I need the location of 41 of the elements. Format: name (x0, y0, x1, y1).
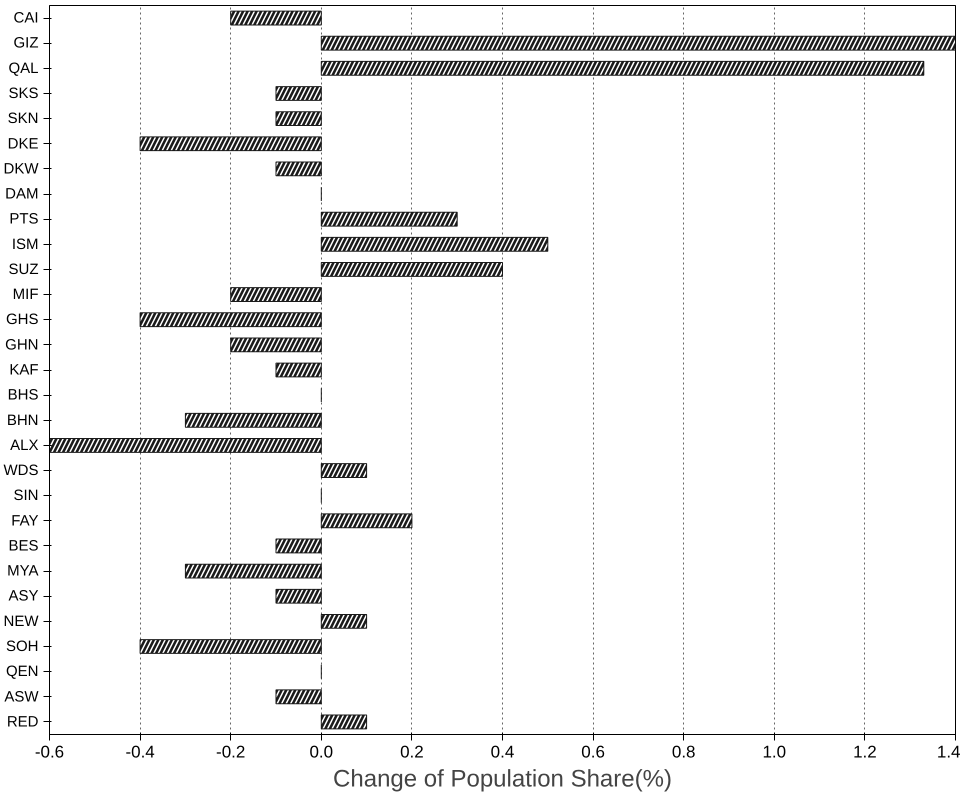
y-tick-label: MIF (12, 286, 39, 304)
x-tick-label: 0.8 (672, 742, 696, 762)
y-tick-label: WDS (4, 462, 39, 480)
y-tick-label: ISM (12, 236, 39, 253)
y-tick-label: GHS (6, 311, 39, 328)
x-tick-label: 1.0 (762, 742, 786, 762)
y-tick-label: BHN (6, 412, 38, 429)
y-tick-label: NEW (4, 612, 40, 630)
y-tick-label: QEN (6, 663, 39, 680)
y-tick-label: GHN (5, 336, 39, 354)
x-tick-label: -0.4 (125, 742, 155, 762)
y-tick-label: KAF (9, 362, 39, 378)
y-tick-label: BHS (8, 386, 38, 404)
y-tick-label: PTS (9, 210, 39, 228)
x-tick-label: -0.2 (216, 742, 246, 762)
y-tick-label: ASW (4, 688, 40, 706)
y-tick-label: SIN (13, 487, 39, 504)
x-tick-label: 0.0 (309, 742, 334, 762)
y-tick-label: DKE (8, 135, 38, 152)
y-tick-label: FAY (11, 512, 39, 530)
x-tick-label: 1.4 (936, 742, 961, 762)
y-tick-label: DKW (4, 160, 40, 178)
y-tick-label: ASY (8, 588, 38, 605)
y-tick-label: MYA (7, 562, 39, 580)
x-tick-label: 0.6 (581, 742, 605, 762)
y-tick-label: SKS (8, 84, 38, 102)
y-tick-label: GIZ (14, 34, 38, 52)
y-tick-label: BES (8, 537, 38, 554)
y-tick-label: CAI (13, 10, 39, 27)
y-tick-label: DAM (5, 186, 39, 203)
x-tick-label: 0.2 (400, 742, 424, 762)
y-tick-label: QAL (8, 60, 38, 77)
y-tick-label: SUZ (8, 260, 38, 278)
x-tick-label: 0.4 (490, 742, 514, 762)
y-tick-label: SOH (6, 638, 39, 656)
y-tick-label: ALX (10, 436, 39, 454)
y-tick-label: SKN (8, 110, 38, 128)
x-tick-label: -0.6 (34, 742, 64, 762)
y-tick-label: RED (6, 713, 39, 730)
x-tick-label: 1.2 (853, 742, 877, 762)
x-axis-title: Change of Population Share(%) (333, 766, 672, 792)
